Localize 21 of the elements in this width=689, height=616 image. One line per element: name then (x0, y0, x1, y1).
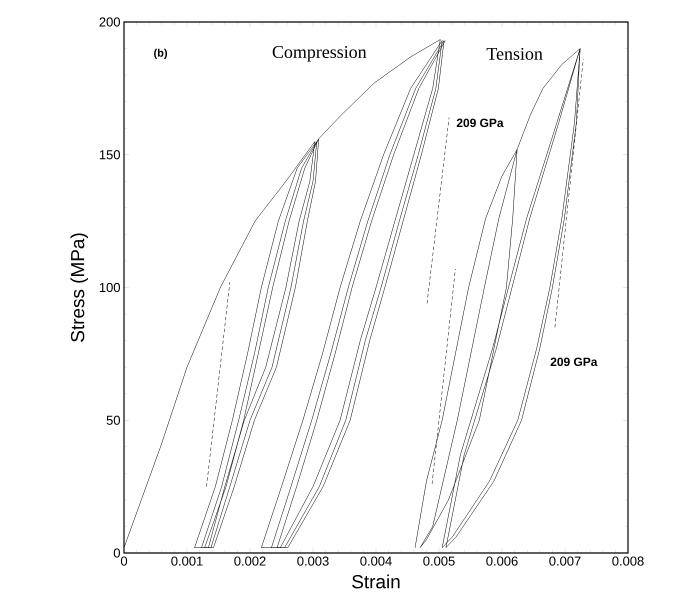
annotation: 209 GPa (456, 118, 504, 128)
y-tick-label: 0 (114, 548, 120, 558)
x-tick-label: 0.004 (360, 556, 392, 566)
x-tick-label: 0.006 (486, 556, 518, 566)
annotation: Tension (486, 48, 543, 60)
x-tick-label: 0 (120, 556, 128, 566)
y-tick-label: 200 (100, 17, 120, 27)
x-tick-label: 0.007 (549, 556, 581, 566)
x-tick-label: 0.003 (297, 556, 329, 566)
x-tick-label: 0.005 (423, 556, 455, 566)
annotation: 209 GPa (550, 358, 598, 366)
x-tick-label: 0.002 (234, 556, 266, 566)
y-tick-label: 100 (100, 282, 120, 292)
x-tick-label: 0.008 (612, 556, 644, 566)
annotation: (b) (154, 48, 168, 59)
y-tick-label: 150 (100, 150, 120, 160)
x-axis-title: Strain (352, 574, 400, 588)
annotation: Compression (272, 46, 366, 62)
x-tick-label: 0.001 (171, 556, 203, 566)
y-axis-title: Stress (MPa) (70, 233, 88, 342)
y-tick-label: 50 (106, 416, 120, 425)
